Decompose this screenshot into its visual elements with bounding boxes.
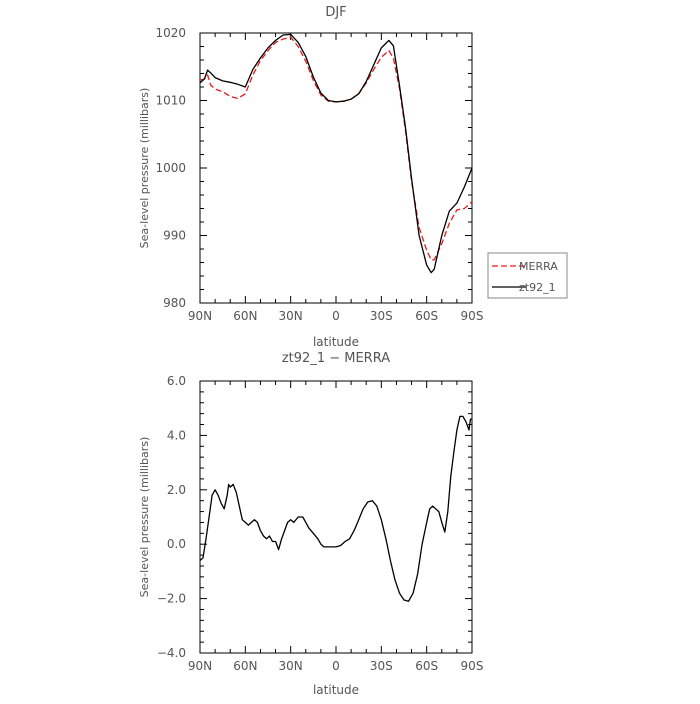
diff-y-axis-label: Sea-level pressure (millibars) <box>138 437 151 598</box>
djf-title: DJF <box>325 5 346 20</box>
djf-x-tick-label: 30S <box>370 309 393 323</box>
diff-y-tick-label: 2.0 <box>167 483 186 497</box>
diff-y-tick-label: 4.0 <box>167 428 186 442</box>
diff-ticks: 90N 60N 30N 0 30S 60S 90S −4.0 −2.0 0.0 2.0 4.0 6.0 <box>157 374 484 673</box>
diff-x-tick-label: 90N <box>188 659 212 673</box>
diff-title: zt92_1 − MERRA <box>282 351 390 366</box>
djf-series-line-zt92-1 <box>199 33 473 274</box>
djf-series <box>199 33 473 274</box>
djf-y-tick-label: 990 <box>163 229 186 243</box>
djf-plot-frame <box>199 32 473 304</box>
djf-series-line-merra <box>199 36 473 261</box>
djf-x-tick-label: 60S <box>415 309 438 323</box>
legend-box <box>487 252 568 299</box>
legend-zt92-label: zt92_1 <box>519 281 556 294</box>
legend-merra-label: MERRA <box>519 260 558 273</box>
diff-x-tick-label: 0 <box>332 659 340 673</box>
diff-x-tick-label: 30N <box>279 659 303 673</box>
djf-panel: DJF 90N 60N 30N 0 30S 60S 90S 980 990 1000 1010 102… <box>138 5 568 349</box>
diff-x-tick-label: 30S <box>370 659 393 673</box>
diff-y-tick-label: −2.0 <box>157 592 186 606</box>
djf-x-tick-label: 90S <box>461 309 484 323</box>
djf-y-tick-label: 980 <box>163 296 186 310</box>
djf-y-axis-label: Sea-level pressure (millibars) <box>138 88 151 249</box>
djf-x-axis-label: latitude <box>313 335 359 349</box>
diff-x-tick-label: 60S <box>415 659 438 673</box>
djf-x-tick-label: 90N <box>188 309 212 323</box>
diff-series-line-0 <box>199 415 472 602</box>
djf-y-tick-label: 1020 <box>155 26 186 40</box>
djf-x-tick-label: 30N <box>279 309 303 323</box>
djf-ticks: 90N 60N 30N 0 30S 60S 90S 980 990 1000 1010 1020 <box>155 26 483 323</box>
diff-series <box>199 415 472 602</box>
diff-y-tick-label: 0.0 <box>167 537 186 551</box>
diff-x-tick-label: 90S <box>461 659 484 673</box>
djf-x-tick-label: 60N <box>233 309 257 323</box>
diff-y-tick-label: −4.0 <box>157 646 186 660</box>
djf-x-tick-label: 0 <box>332 309 340 323</box>
diff-x-tick-label: 60N <box>233 659 257 673</box>
diff-y-tick-label: 6.0 <box>167 374 186 388</box>
diff-plot-frame <box>199 380 473 654</box>
djf-legend: MERRA zt92_1 <box>487 252 568 299</box>
djf-y-tick-label: 1010 <box>155 94 186 108</box>
difference-panel: zt92_1 − MERRA 90N 60N 30N 0 30S 60S 90S −4.0 −2… <box>138 351 483 697</box>
diff-x-axis-label: latitude <box>313 683 359 697</box>
djf-y-tick-label: 1000 <box>155 161 186 175</box>
